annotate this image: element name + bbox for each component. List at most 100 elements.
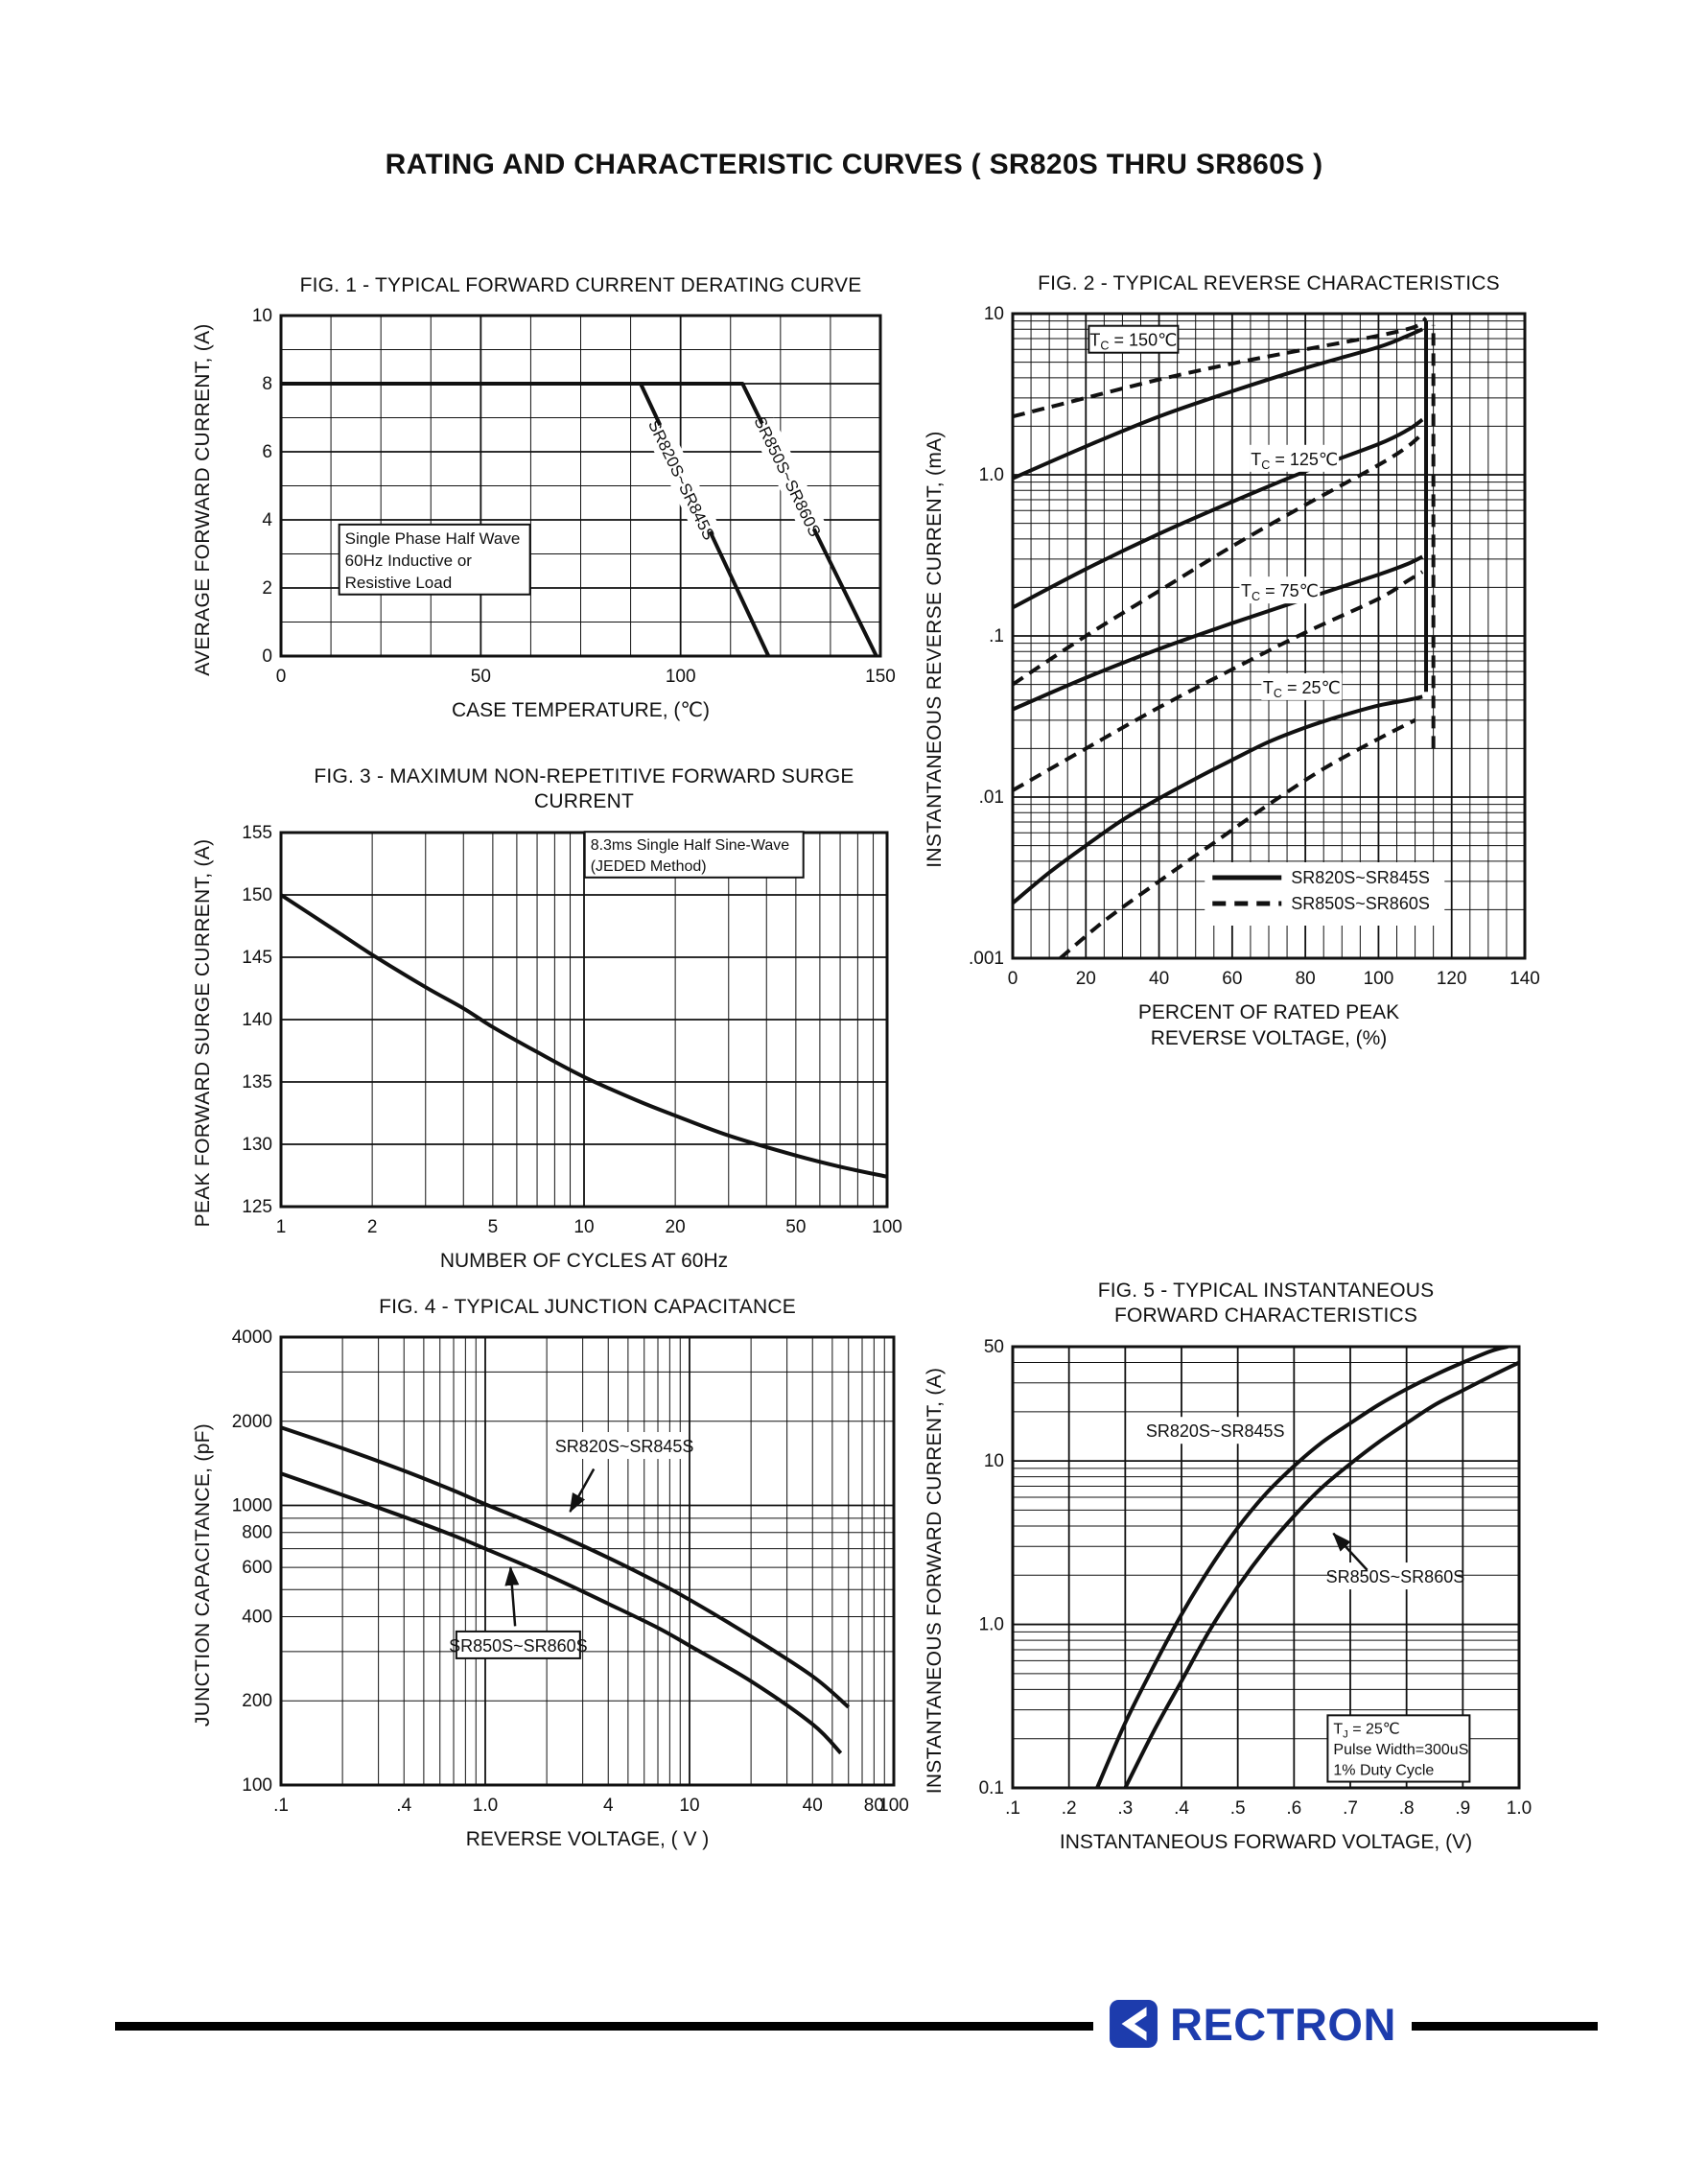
svg-text:10: 10 [679, 1796, 699, 1816]
svg-text:400: 400 [242, 1608, 272, 1628]
svg-text:4: 4 [603, 1796, 614, 1816]
svg-text:SR850S~SR860S: SR850S~SR860S [449, 1636, 588, 1656]
svg-text:10: 10 [984, 304, 1004, 324]
svg-text:0: 0 [262, 646, 272, 667]
svg-text:100: 100 [666, 667, 696, 687]
svg-text:50: 50 [471, 667, 491, 687]
svg-text:200: 200 [242, 1691, 272, 1711]
fig1-y-axis-label: AVERAGE FORWARD CURRENT, (A) [192, 323, 214, 676]
svg-text:100: 100 [872, 1217, 902, 1237]
svg-text:Resistive Load: Resistive Load [345, 574, 453, 592]
svg-text:1.0: 1.0 [473, 1796, 498, 1816]
fig3-y-axis-label: PEAK FORWARD SURGE CURRENT, (A) [192, 838, 214, 1227]
figure-4: FIG. 4 - TYPICAL JUNCTION CAPACITANCE JU… [187, 1295, 909, 1853]
svg-text:155: 155 [242, 823, 272, 843]
fig5-title: FIG. 5 - TYPICAL INSTANTANEOUS FORWARD C… [1097, 1280, 1435, 1327]
svg-text:135: 135 [242, 1072, 272, 1092]
fig2-x-axis-label: PERCENT OF RATED PEAK REVERSE VOLTAGE, (… [1137, 1001, 1400, 1049]
svg-text:TJ = 25℃: TJ = 25℃ [1333, 1721, 1399, 1740]
svg-text:SR820S~SR845S: SR820S~SR845S [1146, 1421, 1285, 1441]
rectron-logo: RECTRON [1093, 1994, 1412, 2054]
svg-text:1.0: 1.0 [1507, 1798, 1532, 1819]
svg-text:.8: .8 [1399, 1798, 1415, 1819]
svg-text:600: 600 [242, 1558, 272, 1578]
svg-text:40: 40 [1149, 969, 1169, 989]
svg-text:125: 125 [242, 1197, 272, 1217]
svg-text:800: 800 [242, 1523, 272, 1543]
fig1-title: FIG. 1 - TYPICAL FORWARD CURRENT DERATIN… [299, 274, 862, 296]
svg-text:8: 8 [262, 374, 272, 394]
figure-2: FIG. 2 - TYPICAL REVERSE CHARACTERISTICS… [919, 271, 1540, 1051]
svg-text:50: 50 [984, 1337, 1004, 1357]
svg-text:60: 60 [1222, 969, 1242, 989]
svg-text:.3: .3 [1117, 1798, 1133, 1819]
fig5-plot: .1 .2 .3 .4 .5 .6 .7 .8 .9 1.0 0.1 1.0 10 50 SR820S~SR… [979, 1337, 1533, 1819]
svg-text:80: 80 [1296, 969, 1316, 989]
svg-text:6: 6 [262, 442, 272, 462]
fig1-plot: 0 50 100 150 0 2 4 6 8 10 Single Phase Half Wave 60… [252, 306, 896, 687]
svg-text:100: 100 [1364, 969, 1394, 989]
fig4-y-axis-label: JUNCTION CAPACITANCE, (pF) [192, 1422, 214, 1726]
figure-5: FIG. 5 - TYPICAL INSTANTANEOUS FORWARD C… [919, 1279, 1534, 1855]
svg-text:150: 150 [865, 667, 896, 687]
svg-text:2: 2 [262, 578, 272, 599]
rectron-logo-text: RECTRON [1170, 1998, 1396, 2050]
fig1-x-axis-label: CASE TEMPERATURE, (℃) [451, 699, 710, 722]
svg-text:.6: .6 [1286, 1798, 1301, 1819]
svg-text:2: 2 [367, 1217, 378, 1237]
svg-text:60Hz Inductive or: 60Hz Inductive or [345, 552, 473, 570]
svg-text:2000: 2000 [232, 1412, 272, 1432]
svg-text:.4: .4 [396, 1796, 411, 1816]
svg-text:TC = 25℃: TC = 25℃ [1263, 678, 1341, 700]
page-title: RATING AND CHARACTERISTIC CURVES ( SR820… [385, 149, 1323, 180]
svg-text:TC = 150℃: TC = 150℃ [1089, 331, 1177, 353]
svg-text:SR820S~SR845S: SR820S~SR845S [1291, 868, 1430, 887]
svg-text:20: 20 [666, 1217, 686, 1237]
svg-text:120: 120 [1437, 969, 1467, 989]
fig3-x-axis-label: NUMBER OF CYCLES AT 60Hz [439, 1249, 729, 1272]
svg-text:80: 80 [864, 1796, 884, 1816]
svg-text:0.1: 0.1 [979, 1778, 1004, 1798]
fig2-title: FIG. 2 - TYPICAL REVERSE CHARACTERISTICS [1038, 272, 1500, 294]
fig5-y-axis-label: INSTANTANEOUS FORWARD CURRENT, (A) [924, 1367, 946, 1794]
footer-rule [115, 2022, 1598, 2031]
svg-text:1% Duty Cycle: 1% Duty Cycle [1333, 1762, 1434, 1778]
svg-text:.1: .1 [1005, 1798, 1020, 1819]
svg-text:.001: .001 [969, 949, 1004, 969]
svg-text:100: 100 [242, 1775, 272, 1796]
fig5-x-axis-label: INSTANTANEOUS FORWARD VOLTAGE, (V) [1059, 1830, 1473, 1853]
svg-text:130: 130 [242, 1135, 272, 1155]
svg-text:1.0: 1.0 [979, 465, 1004, 485]
svg-text:1000: 1000 [232, 1496, 272, 1516]
svg-text:TC = 125℃: TC = 125℃ [1251, 450, 1338, 472]
rectron-logo-icon [1109, 1999, 1158, 2049]
svg-text:20: 20 [1076, 969, 1096, 989]
svg-text:140: 140 [1509, 969, 1540, 989]
svg-text:5: 5 [488, 1217, 499, 1237]
svg-text:Single Phase Half Wave: Single Phase Half Wave [345, 529, 521, 548]
svg-text:.5: .5 [1230, 1798, 1246, 1819]
svg-text:140: 140 [242, 1010, 272, 1030]
fig4-title: FIG. 4 - TYPICAL JUNCTION CAPACITANCE [379, 1296, 796, 1318]
svg-text:SR850S~SR860S: SR850S~SR860S [1291, 894, 1430, 913]
fig2-y-axis-label: INSTANTANEOUS REVERSE CURRENT, (mA) [924, 431, 946, 868]
svg-text:10: 10 [252, 306, 272, 326]
svg-text:1: 1 [276, 1217, 287, 1237]
svg-text:4: 4 [262, 510, 272, 530]
svg-text:.4: .4 [1174, 1798, 1189, 1819]
svg-text:40: 40 [803, 1796, 823, 1816]
svg-text:Pulse Width=300uS: Pulse Width=300uS [1333, 1741, 1468, 1757]
svg-text:(JEDED Method): (JEDED Method) [591, 857, 707, 874]
svg-text:.9: .9 [1455, 1798, 1470, 1819]
svg-text:100: 100 [878, 1796, 909, 1816]
svg-text:TC = 75℃: TC = 75℃ [1241, 581, 1319, 603]
fig2-plot: 0 20 40 60 80 100 120 140 10 1.0 .1 .01 .001 TC = 150… [969, 304, 1540, 989]
svg-text:145: 145 [242, 948, 272, 968]
svg-text:4000: 4000 [232, 1327, 272, 1348]
fig3-title: FIG. 3 - MAXIMUM NON-REPETITIVE FORWARD … [314, 765, 854, 813]
svg-text:10: 10 [984, 1451, 1004, 1471]
svg-text:.7: .7 [1343, 1798, 1358, 1819]
svg-text:SR820S~SR845S: SR820S~SR845S [555, 1437, 694, 1456]
